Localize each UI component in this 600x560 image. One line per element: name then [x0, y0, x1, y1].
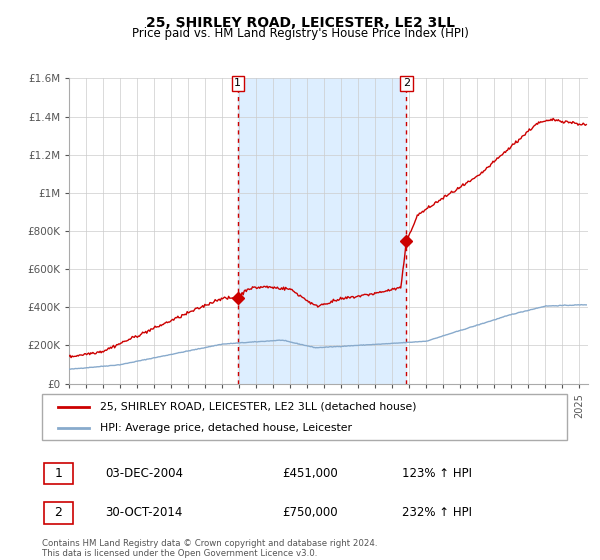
Text: Price paid vs. HM Land Registry's House Price Index (HPI): Price paid vs. HM Land Registry's House … — [131, 27, 469, 40]
Text: £451,000: £451,000 — [282, 466, 338, 480]
Text: 232% ↑ HPI: 232% ↑ HPI — [402, 506, 472, 519]
Text: 1: 1 — [235, 78, 241, 88]
Text: Contains HM Land Registry data © Crown copyright and database right 2024.
This d: Contains HM Land Registry data © Crown c… — [42, 539, 377, 558]
Bar — [238, 78, 406, 384]
Text: 25, SHIRLEY ROAD, LEICESTER, LE2 3LL: 25, SHIRLEY ROAD, LEICESTER, LE2 3LL — [146, 16, 455, 30]
Text: 123% ↑ HPI: 123% ↑ HPI — [402, 466, 472, 480]
Text: 25, SHIRLEY ROAD, LEICESTER, LE2 3LL (detached house): 25, SHIRLEY ROAD, LEICESTER, LE2 3LL (de… — [100, 402, 416, 412]
Text: 2: 2 — [403, 78, 410, 88]
Text: 03-DEC-2004: 03-DEC-2004 — [105, 466, 183, 480]
Text: 30-OCT-2014: 30-OCT-2014 — [105, 506, 182, 519]
Text: £750,000: £750,000 — [282, 506, 338, 519]
Text: 1: 1 — [55, 467, 62, 480]
Text: 2: 2 — [55, 506, 62, 520]
Text: HPI: Average price, detached house, Leicester: HPI: Average price, detached house, Leic… — [100, 423, 352, 433]
